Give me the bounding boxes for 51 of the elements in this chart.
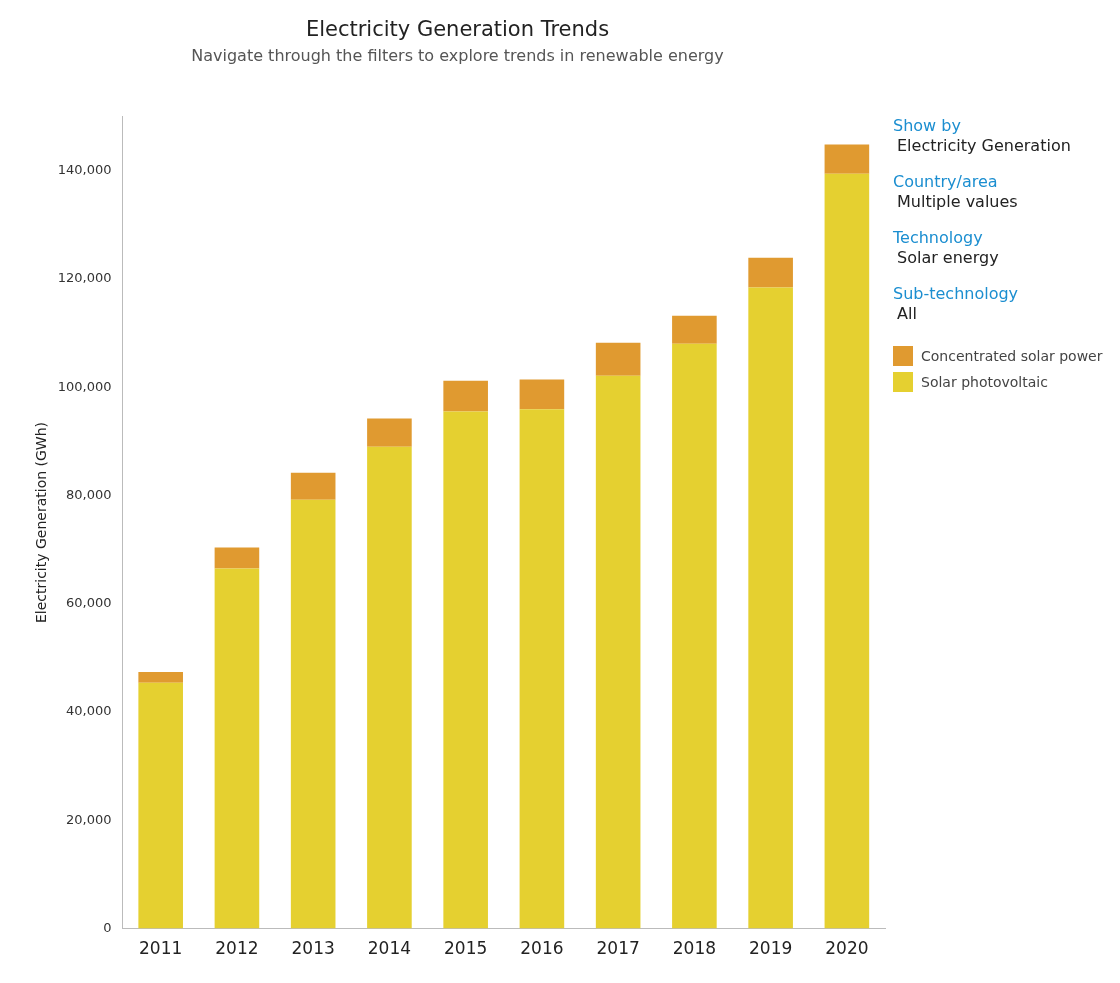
bar <box>214 568 260 929</box>
x-tick-label: 2012 <box>215 938 259 959</box>
x-tick-label: 2020 <box>825 938 869 959</box>
bar <box>290 499 336 929</box>
text: Sub-technology <box>893 284 1020 304</box>
bar <box>519 379 565 410</box>
bar <box>824 173 870 929</box>
y-tick-label: 120,000 <box>57 270 112 286</box>
bar <box>748 287 793 929</box>
y-axis-title: Electricity Generation (GWh) <box>33 421 50 624</box>
bar <box>595 375 641 929</box>
bar <box>672 315 717 344</box>
text: All <box>896 304 918 324</box>
bar <box>367 418 412 447</box>
x-tick-label: 2019 <box>749 938 793 959</box>
bar <box>367 446 412 929</box>
x-tick-label: 2013 <box>291 938 335 959</box>
x-tick-label: 2017 <box>596 938 640 959</box>
y-tick-label: 0 <box>103 919 112 935</box>
bar <box>443 380 488 412</box>
bar <box>138 682 183 929</box>
y-tick-label: 20,000 <box>66 811 112 827</box>
text: Country/area <box>893 172 999 192</box>
bar <box>519 409 565 929</box>
text: Solar energy <box>896 248 1000 268</box>
bar <box>443 411 488 929</box>
bar <box>214 547 260 569</box>
bar <box>290 472 336 500</box>
bar <box>824 144 870 174</box>
text: Show by <box>893 116 962 136</box>
bar <box>672 343 717 929</box>
x-tick-label: 2015 <box>444 938 488 959</box>
x-tick-label: 2011 <box>139 938 183 959</box>
x-tick-label: 2014 <box>367 938 412 959</box>
y-tick-label: 80,000 <box>66 486 112 502</box>
bar <box>138 671 183 683</box>
y-tick-label: 60,000 <box>66 595 112 611</box>
bar <box>595 342 641 376</box>
legend-label: Concentrated solar power <box>921 348 1103 364</box>
legend-label: Solar photovoltaic <box>921 374 1048 390</box>
text: Multiple values <box>896 192 1019 212</box>
x-tick-label: 2016 <box>520 938 564 959</box>
bar <box>748 257 793 288</box>
chart-subtitle: Navigate through the filters to explore trends in renewable energy <box>191 45 724 65</box>
y-tick-label: 140,000 <box>57 161 112 177</box>
x-tick-label: 2018 <box>672 938 717 959</box>
chart-title: Electricity Generation Trends <box>305 17 610 42</box>
y-tick-label: 100,000 <box>57 378 112 394</box>
text: Electricity Generation <box>896 136 1072 156</box>
text: Technology <box>893 228 984 248</box>
y-tick-label: 40,000 <box>66 703 112 719</box>
